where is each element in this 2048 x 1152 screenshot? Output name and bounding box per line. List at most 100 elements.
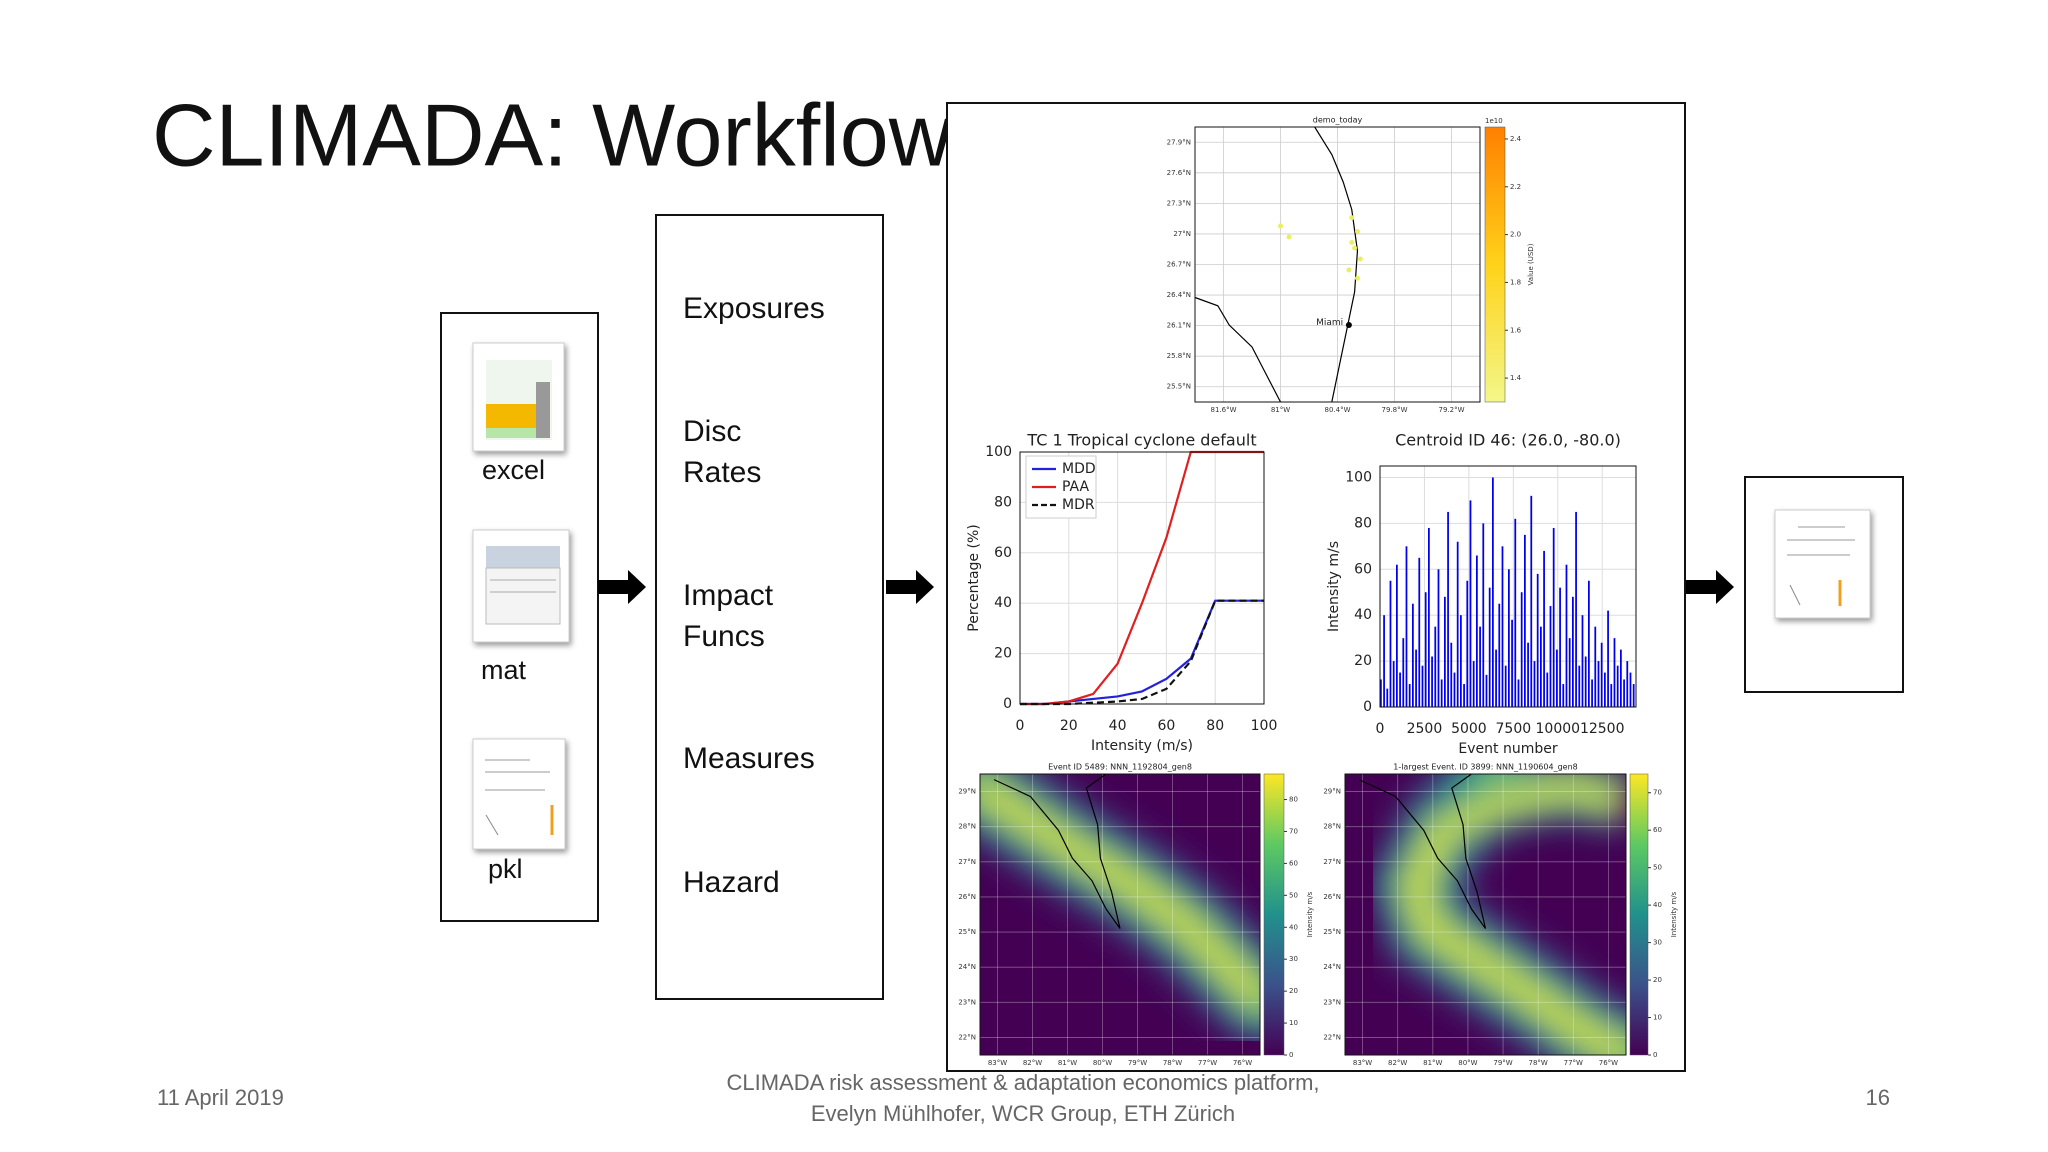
colorbar-tick-label: 70 bbox=[1653, 789, 1662, 797]
map-lon-label: 81°W bbox=[1058, 1059, 1077, 1067]
series-line bbox=[1020, 599, 1264, 706]
colorbar bbox=[1263, 773, 1285, 1056]
legend-label: MDR bbox=[1062, 497, 1095, 513]
bar bbox=[1498, 603, 1501, 707]
y-tick-label: 60 bbox=[1354, 561, 1372, 577]
colorbar-tick-label: 40 bbox=[1653, 901, 1662, 909]
intensity-field bbox=[1366, 774, 1626, 1055]
map-lat-label: 24°N bbox=[958, 963, 976, 971]
module-label: Hazard bbox=[683, 866, 780, 899]
map-lon-label: 79°W bbox=[1128, 1059, 1147, 1067]
bar bbox=[1572, 596, 1574, 707]
colorbar-tick-label: 80 bbox=[1289, 796, 1298, 804]
map-lat-label: 25.5°N bbox=[1167, 383, 1191, 391]
bar bbox=[1524, 534, 1526, 707]
map-lat-label: 29°N bbox=[1323, 788, 1341, 796]
bar bbox=[1386, 688, 1389, 707]
bar bbox=[1415, 649, 1417, 707]
y-tick-label: 20 bbox=[994, 646, 1012, 662]
input-box bbox=[440, 312, 599, 922]
axes-frame bbox=[1379, 465, 1637, 708]
arrow bbox=[886, 570, 934, 604]
bar bbox=[1444, 596, 1446, 707]
bar bbox=[1556, 649, 1558, 707]
bar bbox=[1479, 626, 1481, 707]
input-label: mat bbox=[481, 655, 527, 685]
map-lon-label: 79°W bbox=[1493, 1059, 1512, 1067]
bar bbox=[1520, 592, 1523, 707]
colorbar-tick-label: 50 bbox=[1653, 864, 1662, 872]
module-label: Funcs bbox=[683, 620, 765, 653]
bar bbox=[1424, 592, 1427, 707]
pkl-thumbnail bbox=[472, 738, 566, 850]
bar bbox=[1383, 615, 1385, 707]
chart-title: TC 1 Tropical cyclone default bbox=[1026, 431, 1256, 450]
colorbar-tick-label: 0 bbox=[1289, 1051, 1293, 1059]
place-label: Miami bbox=[1316, 318, 1343, 328]
y-tick-label: 60 bbox=[994, 545, 1012, 561]
bar bbox=[1626, 661, 1629, 707]
bar bbox=[1549, 606, 1552, 707]
bar bbox=[1437, 569, 1440, 707]
map-lat-label: 27°N bbox=[958, 858, 976, 866]
bar bbox=[1460, 615, 1462, 707]
map-lat-label: 22°N bbox=[1323, 1033, 1341, 1041]
bar bbox=[1594, 626, 1597, 707]
module-label: Measures bbox=[683, 742, 815, 775]
bar bbox=[1434, 626, 1437, 707]
bar bbox=[1472, 661, 1475, 707]
bar bbox=[1610, 684, 1613, 707]
bar bbox=[1600, 642, 1603, 707]
colorbar-tick-label: 70 bbox=[1289, 827, 1298, 835]
output-thumbnail bbox=[1774, 509, 1871, 619]
exposure-point bbox=[1352, 245, 1358, 251]
module-label: Disc bbox=[683, 415, 741, 448]
intensity-blur bbox=[980, 774, 1260, 1044]
map-title: demo_today bbox=[1313, 116, 1363, 125]
map-lat-label: 28°N bbox=[958, 823, 976, 831]
map-lon-label: 81°W bbox=[1271, 406, 1290, 414]
intensity-blur bbox=[1366, 774, 1626, 1055]
y-tick-label: 20 bbox=[1354, 653, 1372, 669]
y-tick-label: 40 bbox=[1354, 607, 1372, 623]
exposure-point bbox=[1354, 275, 1360, 281]
colorbar-tick-label: 1.6 bbox=[1510, 326, 1522, 334]
bar bbox=[1597, 661, 1600, 707]
bar bbox=[1495, 649, 1497, 707]
bar bbox=[1485, 674, 1488, 707]
y-tick-label: 100 bbox=[1345, 469, 1372, 485]
y-axis-label: Intensity m/s bbox=[1326, 541, 1342, 632]
arrow bbox=[1686, 570, 1734, 604]
colorbar-tick-label: 30 bbox=[1653, 939, 1662, 947]
colorbar-tick-label: 20 bbox=[1289, 987, 1298, 995]
bar bbox=[1562, 684, 1565, 707]
bar bbox=[1517, 679, 1520, 707]
input-label: excel bbox=[482, 455, 545, 485]
bar bbox=[1578, 665, 1581, 707]
output-box bbox=[1744, 476, 1904, 693]
bar bbox=[1533, 661, 1536, 707]
map-lon-label: 76°W bbox=[1599, 1059, 1618, 1067]
bar bbox=[1568, 638, 1571, 707]
map-lat-label: 26.1°N bbox=[1167, 322, 1191, 330]
x-tick-label: 80 bbox=[1206, 718, 1224, 734]
bar bbox=[1632, 684, 1635, 707]
legend-label: MDD bbox=[1062, 461, 1096, 477]
map-title: 1-largest Event. ID 3899: NNN_1190604_ge… bbox=[1393, 763, 1578, 772]
bar bbox=[1540, 626, 1542, 707]
bar bbox=[1463, 684, 1465, 707]
mat-thumbnail bbox=[472, 529, 570, 643]
bar bbox=[1453, 672, 1456, 707]
footer-date: 11 April 2019 bbox=[157, 1085, 284, 1110]
bar bbox=[1428, 527, 1430, 707]
map-lat-label: 26.4°N bbox=[1167, 291, 1191, 299]
map-lon-label: 83°W bbox=[1353, 1059, 1372, 1067]
module-label: Rates bbox=[683, 456, 761, 489]
x-tick-label: 0 bbox=[1376, 721, 1385, 737]
bar bbox=[1629, 672, 1632, 707]
map-lat-label: 25.8°N bbox=[1167, 352, 1191, 360]
x-tick-label: 12500 bbox=[1580, 721, 1625, 737]
intensity-band bbox=[1440, 781, 1626, 836]
bar bbox=[1591, 679, 1593, 707]
map-lat-label: 27°N bbox=[1173, 230, 1191, 238]
